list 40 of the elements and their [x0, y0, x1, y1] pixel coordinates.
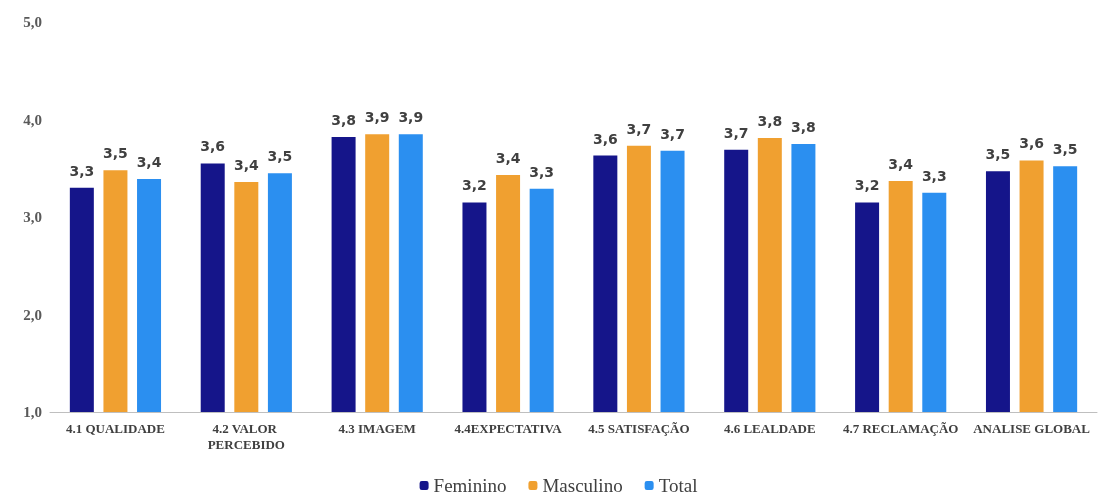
data-label: 3,6 [592, 130, 618, 147]
data-label: 3,8 [757, 113, 783, 130]
x-tick-label: 4.1 QUALIDADE [65, 420, 165, 436]
y-tick-label: 5,0 [23, 14, 42, 30]
data-label: 3,8 [331, 112, 356, 129]
x-tick-label: 4.4EXPECTATIVA [454, 420, 563, 436]
data-label: 3,3 [69, 162, 95, 179]
data-label: 3,4 [495, 150, 521, 167]
data-label: 3,5 [267, 148, 293, 165]
data-label: 3,9 [398, 109, 424, 126]
legend-label: Total [658, 475, 698, 496]
data-label: 3,6 [1019, 135, 1044, 152]
data-label: 3,5 [103, 145, 128, 162]
data-label: 3,7 [626, 120, 652, 137]
data-label: 3,5 [985, 146, 1011, 163]
x-tick-label: 4.2 VALOR PERCEBIDO [207, 420, 285, 452]
data-label: 3,7 [723, 124, 749, 141]
y-tick-label: 2,0 [23, 306, 42, 323]
x-tick-label: 4.5 SATISFAÇÃO [588, 420, 690, 436]
data-label: 3,8 [791, 118, 816, 135]
data-label: 3,4 [136, 153, 162, 170]
data-label: 3,3 [921, 167, 947, 184]
x-tick-label: 4.7 RECLAMAÇÃO [842, 420, 959, 436]
data-label: 3,2 [854, 177, 880, 194]
x-tick-label: ANALISE GLOBAL [973, 420, 1091, 436]
y-tick-label: 4,0 [23, 111, 42, 128]
data-label: 3,4 [888, 155, 914, 172]
x-tick-label: 4.6 LEALDADE [723, 420, 816, 436]
data-label: 3,3 [529, 163, 555, 180]
data-label: 3,7 [660, 125, 685, 142]
data-label: 3,4 [233, 156, 259, 173]
data-label: 3,5 [1052, 141, 1078, 158]
x-tick-label: 4.3 IMAGEM [338, 420, 416, 436]
legend-label: Feminino [433, 475, 507, 496]
data-label: 3,6 [200, 138, 226, 155]
y-tick-label: 3,0 [23, 209, 42, 225]
legend-label: Masculino [542, 475, 623, 496]
data-label: 3,2 [462, 177, 487, 194]
y-tick-label: 1,0 [23, 404, 42, 420]
data-label: 3,9 [364, 109, 390, 126]
